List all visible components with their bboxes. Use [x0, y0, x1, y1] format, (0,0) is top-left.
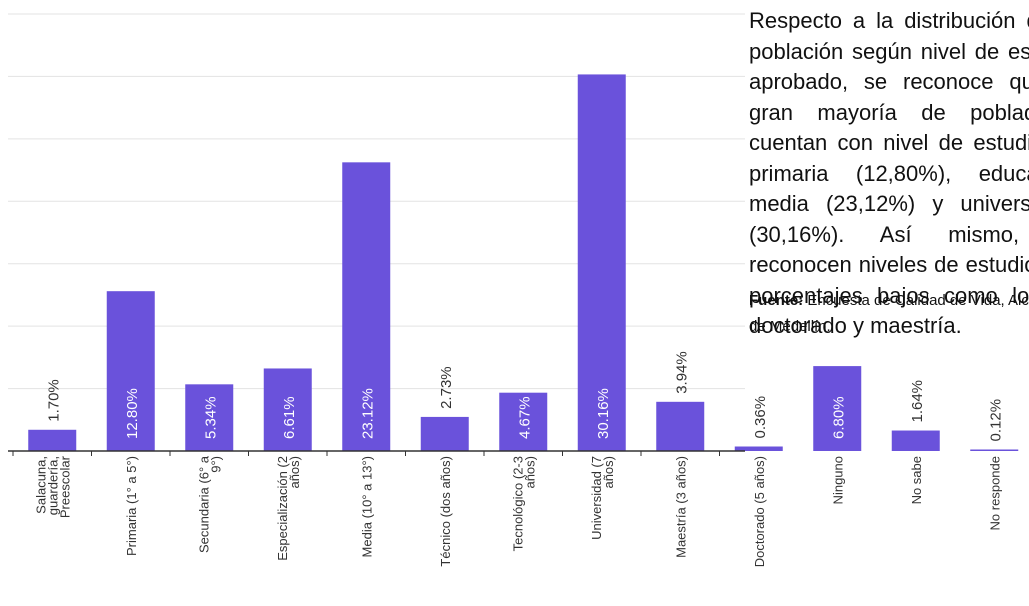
- category-label: Tecnológico (2-3: [510, 456, 525, 551]
- category-label: No sabe: [909, 456, 924, 504]
- data-label: 4.67%: [516, 396, 533, 439]
- category-label: Primaria (1° a 5°): [124, 456, 139, 556]
- data-label: 12.80%: [124, 388, 141, 439]
- bar: [656, 401, 705, 451]
- data-label: 2.73%: [438, 366, 455, 409]
- bar: [970, 449, 1019, 451]
- bar: [28, 429, 77, 451]
- data-label: 5.34%: [202, 396, 219, 439]
- data-label: 0.12%: [987, 399, 1004, 442]
- data-label: 0.36%: [752, 396, 769, 439]
- category-label: años): [601, 456, 616, 489]
- category-label: No responde: [987, 456, 1002, 530]
- category-label: Doctorado (5 años): [752, 456, 767, 567]
- data-label: 6.61%: [281, 396, 298, 439]
- data-label: 3.94%: [673, 351, 690, 394]
- data-label: 1.70%: [45, 379, 62, 422]
- bar: [577, 74, 626, 452]
- data-label: 6.80%: [830, 396, 847, 439]
- category-label: años): [522, 456, 537, 489]
- bar: [342, 162, 391, 451]
- category-label: Preescolar: [57, 455, 72, 518]
- data-label: 1.64%: [909, 380, 926, 423]
- bar: [106, 291, 155, 451]
- category-label: Universidad (7: [589, 456, 604, 540]
- category-label: 9°): [208, 456, 223, 473]
- description-paragraph: Respecto a la distribución de la poblaci…: [749, 8, 1029, 338]
- bar: [499, 392, 548, 451]
- category-label: Secundaria (6° a: [196, 455, 211, 553]
- bar: [185, 384, 234, 451]
- category-label: Media (10° a 13°): [359, 456, 374, 557]
- category-label: Maestría (3 años): [673, 456, 688, 558]
- data-label: 30.16%: [595, 388, 612, 439]
- category-label: años): [287, 456, 302, 489]
- category-label: Salacuna,: [33, 456, 48, 514]
- category-label: Ninguno: [830, 456, 845, 504]
- bar: [891, 430, 940, 451]
- source-label: Fuente:: [749, 292, 804, 309]
- category-label: Especialización (2: [275, 456, 290, 561]
- category-label: Técnico (dos años): [438, 456, 453, 567]
- category-label: guardería,: [45, 456, 60, 515]
- bar: [263, 368, 312, 451]
- data-label: 23.12%: [359, 388, 376, 439]
- bar: [420, 416, 469, 451]
- source-note: Fuente: Encuesta de Calidad de Vida, Alc…: [749, 288, 1029, 340]
- source-text: Encuesta de Calidad de Vida, Alcaldía de…: [749, 292, 1029, 335]
- bar: [813, 366, 862, 451]
- bar: [734, 446, 783, 451]
